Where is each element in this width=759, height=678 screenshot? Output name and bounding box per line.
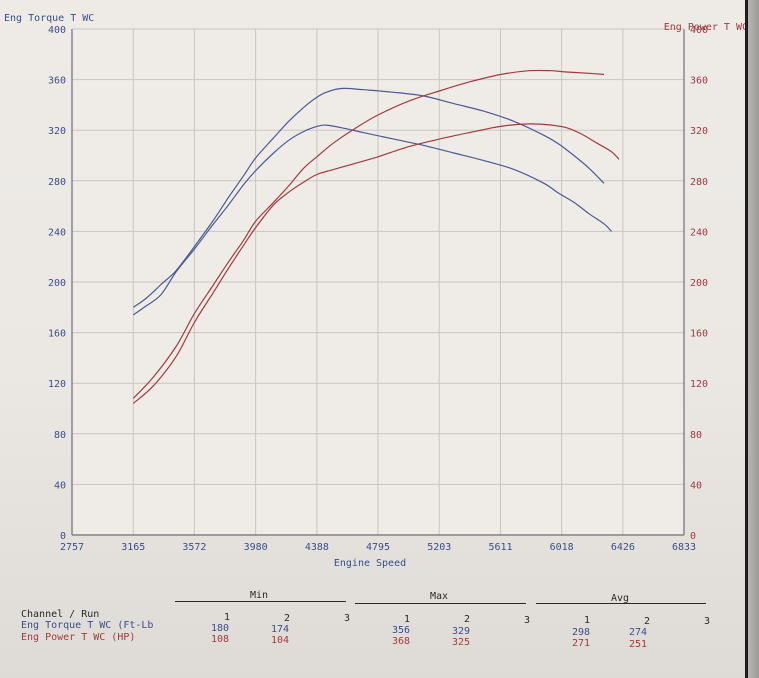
avg-run-3: 3	[703, 616, 711, 627]
avg-run-2: 2	[643, 616, 651, 627]
power-curve-run-1	[132, 69, 605, 399]
group-rule-avg	[536, 603, 706, 604]
power-max-2: 325	[451, 637, 471, 648]
y-left-tick-label: 320	[48, 126, 66, 137]
right-axis-title: Eng Power T WC	[664, 22, 745, 33]
max-run-2: 2	[463, 614, 471, 625]
power-avg-1: 271	[571, 638, 591, 649]
y-right-tick-label: 320	[690, 126, 708, 137]
y-right-tick-label: 80	[690, 430, 702, 441]
power-max-1: 368	[391, 636, 411, 647]
y-left-tick-label: 200	[48, 278, 66, 289]
x-tick-label: 6018	[550, 542, 574, 553]
torque-avg-2: 274	[628, 627, 648, 638]
torque-max-1: 356	[391, 625, 411, 636]
chart-tick-labels: 2757 3165 3572 3980 4388 4795 5203 5611 6018 6426…	[48, 25, 708, 553]
x-tick-label: 3165	[121, 542, 145, 553]
y-left-tick-label: 360	[48, 76, 66, 87]
max-run-3: 3	[523, 615, 531, 626]
avg-run-1: 1	[583, 615, 591, 626]
torque-curve-run-1	[132, 87, 605, 308]
max-run-1: 1	[403, 614, 411, 625]
min-run-1: 1	[223, 612, 231, 623]
group-header-min: Min	[250, 590, 269, 601]
y-right-tick-label: 0	[690, 531, 696, 542]
y-left-tick-label: 40	[54, 480, 66, 491]
y-left-tick-label: 80	[54, 430, 66, 441]
chart-curves	[132, 69, 620, 404]
y-right-tick-label: 240	[690, 227, 708, 238]
torque-row-label: Eng Torque T WC (Ft-Lb	[21, 620, 154, 631]
y-right-tick-label: 200	[690, 278, 708, 289]
dyno-chart: 2757 3165 3572 3980 4388 4795 5203 5611 6018 6426…	[4, 13, 745, 569]
min-run-2: 2	[283, 613, 291, 624]
y-right-tick-label: 360	[690, 76, 708, 87]
power-avg-2: 251	[628, 639, 648, 650]
y-left-tick-label: 240	[48, 227, 66, 238]
group-rule-max	[355, 603, 526, 604]
y-right-tick-label: 160	[690, 329, 708, 340]
torque-min-1: 180	[210, 623, 230, 634]
channel-run-header: Channel / Run	[21, 609, 100, 620]
y-right-tick-label: 280	[690, 177, 708, 188]
chart-grid	[71, 28, 685, 536]
y-left-tick-label: 160	[48, 329, 66, 340]
x-axis-title: Engine Speed	[334, 558, 406, 569]
left-axis-title: Eng Torque T WC	[4, 13, 94, 24]
x-tick-label: 3980	[244, 542, 268, 553]
page-edge	[748, 0, 759, 678]
x-tick-label: 5611	[488, 542, 512, 553]
y-right-tick-label: 120	[690, 379, 708, 390]
group-header-avg: Avg	[611, 593, 630, 604]
x-tick-label: 6833	[672, 542, 696, 553]
group-header-max: Max	[430, 591, 449, 602]
power-row-label: Eng Power T WC (HP)	[21, 632, 136, 643]
x-tick-label: 5203	[427, 542, 451, 553]
x-tick-label: 4795	[366, 542, 390, 553]
x-tick-label: 2757	[60, 542, 84, 553]
power-min-1: 108	[210, 634, 230, 645]
torque-min-2: 174	[270, 624, 290, 635]
y-right-tick-label: 400	[690, 25, 708, 36]
x-tick-label: 3572	[182, 542, 206, 553]
chart-axes	[71, 28, 685, 536]
y-right-tick-label: 40	[690, 480, 702, 491]
y-left-tick-label: 400	[48, 25, 66, 36]
y-left-tick-label: 120	[48, 379, 66, 390]
min-run-3: 3	[343, 613, 351, 624]
group-rule-min	[175, 601, 346, 602]
power-min-2: 104	[270, 635, 290, 646]
torque-curve-run-2	[132, 124, 612, 316]
torque-max-2: 329	[451, 626, 471, 637]
power-curve-run-2	[132, 123, 620, 404]
x-tick-label: 6426	[611, 542, 635, 553]
torque-avg-1: 298	[571, 627, 591, 638]
x-tick-label: 4388	[305, 542, 329, 553]
y-left-tick-label: 280	[48, 177, 66, 188]
y-left-tick-label: 0	[60, 531, 66, 542]
